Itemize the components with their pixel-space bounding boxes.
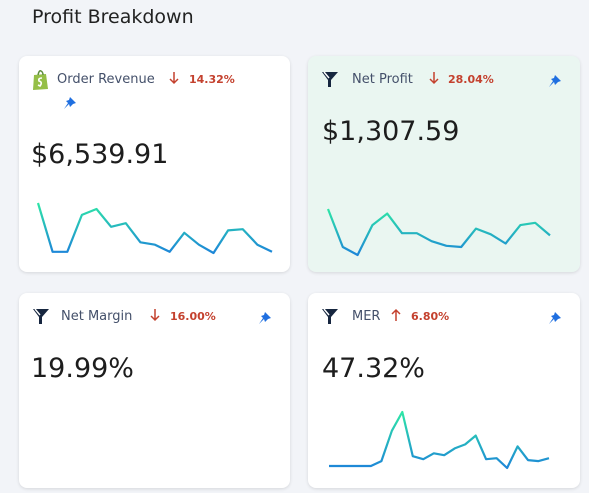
pin-glyph bbox=[64, 97, 76, 109]
metric-card[interactable]: Net Profit 28.04% $1,307.59 bbox=[308, 56, 580, 272]
change-arrow bbox=[391, 308, 401, 321]
pin-icon[interactable] bbox=[63, 96, 77, 110]
brand-icon bbox=[322, 308, 338, 324]
metric-value: 47.32% bbox=[322, 353, 425, 384]
change-pct: 16.00% bbox=[170, 310, 216, 323]
brand-icon bbox=[33, 308, 49, 324]
arrow-glyph bbox=[150, 309, 160, 322]
metric-name: Net Profit bbox=[352, 72, 413, 87]
pin-glyph bbox=[259, 312, 271, 324]
metric-value: $1,307.59 bbox=[322, 116, 460, 147]
change-pct: 28.04% bbox=[448, 73, 494, 86]
pin-icon[interactable] bbox=[548, 311, 562, 325]
metric-card[interactable]: Net Margin 16.00% 19.99% bbox=[19, 293, 290, 488]
metric-card[interactable]: Order Revenue 14.32% $6,539.91 bbox=[19, 56, 290, 272]
sparkline bbox=[36, 202, 273, 255]
sparkline-path bbox=[36, 202, 273, 255]
metric-name: MER bbox=[352, 309, 381, 324]
change-pct: 14.32% bbox=[189, 73, 235, 86]
shopify-icon bbox=[33, 70, 48, 90]
metric-card[interactable]: MER 6.80% 47.32% bbox=[308, 293, 580, 488]
page-title: Profit Breakdown bbox=[32, 6, 194, 28]
metric-value: 19.99% bbox=[31, 353, 134, 384]
sparkline bbox=[329, 410, 550, 470]
change-arrow bbox=[169, 72, 179, 85]
sparkline-path bbox=[326, 208, 551, 257]
sparkline bbox=[326, 208, 551, 257]
pin-icon[interactable] bbox=[258, 311, 272, 325]
pin-icon[interactable] bbox=[548, 74, 562, 88]
change-pct: 6.80% bbox=[411, 310, 450, 323]
pin-glyph bbox=[549, 312, 561, 324]
change-arrow bbox=[150, 309, 160, 322]
sparkline-path bbox=[329, 410, 550, 470]
arrow-glyph bbox=[169, 72, 179, 85]
metric-name: Order Revenue bbox=[57, 72, 155, 87]
arrow-glyph bbox=[429, 72, 439, 85]
pin-glyph bbox=[549, 75, 561, 87]
arrow-glyph bbox=[391, 308, 401, 321]
change-arrow bbox=[429, 72, 439, 85]
metric-name: Net Margin bbox=[61, 309, 133, 324]
metric-value: $6,539.91 bbox=[31, 139, 169, 170]
brand-icon bbox=[322, 71, 338, 87]
